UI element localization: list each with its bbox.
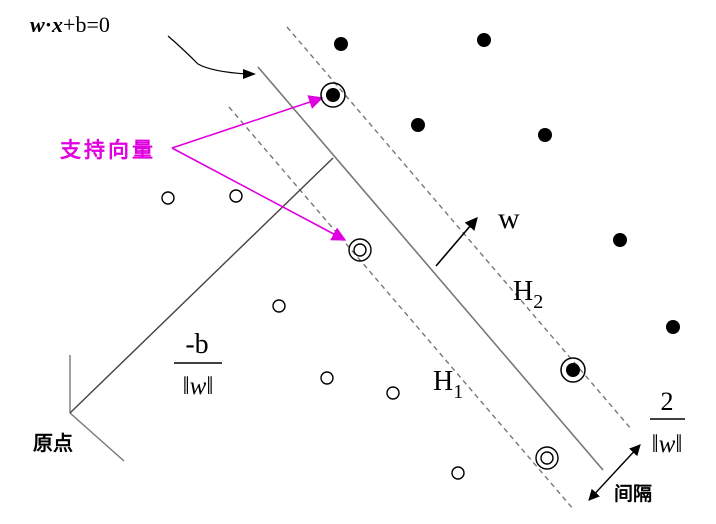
margin-numerator: 2 <box>661 387 674 416</box>
h1-label: H1 <box>433 366 463 403</box>
decision-hyperplane <box>257 66 604 471</box>
h2-sub: 2 <box>533 291 543 313</box>
hyperplane-dot: · <box>45 12 52 37</box>
h1-margin-line <box>228 106 575 511</box>
negative-point <box>386 386 400 400</box>
bias-numerator: -b <box>185 329 208 360</box>
positive-point <box>613 233 627 247</box>
support-vector-positive <box>560 357 586 383</box>
hyperplane-equation: w·x+b=0 <box>30 12 110 37</box>
negative-point <box>451 466 465 480</box>
support-vectors-label: 支持向量 <box>60 138 156 162</box>
w-vector-label: w <box>498 202 520 235</box>
origin-label: 原点 <box>33 431 73 455</box>
negative-point <box>272 299 286 313</box>
support-vector-positive <box>320 82 346 108</box>
bias-distance-fraction: -b ‖w‖ <box>174 329 222 400</box>
negative-point <box>161 191 175 205</box>
origin-axis-right <box>69 412 125 462</box>
hyperplane-pointer-head <box>243 69 256 79</box>
bias-distance-line <box>69 157 334 414</box>
h1-sub: 1 <box>453 381 463 403</box>
margin-label: 间隔 <box>614 483 652 505</box>
h2-label: H2 <box>513 276 543 313</box>
positive-point <box>666 320 680 334</box>
hyperplane-w: w <box>30 12 45 37</box>
support-vector-arrow-top <box>171 95 324 149</box>
hyperplane-x: x <box>51 12 63 37</box>
negative-point <box>229 189 243 203</box>
margin-double-arrow <box>588 444 641 501</box>
h2-main: H <box>513 276 533 307</box>
support-vector-negative <box>348 238 372 262</box>
w-normal-vector <box>435 217 478 267</box>
negative-point <box>320 371 334 385</box>
support-vector-arrow-bottom <box>171 147 347 241</box>
hyperplane-rest: +b=0 <box>63 12 110 37</box>
positive-point <box>477 33 491 47</box>
positive-point <box>538 128 552 142</box>
positive-point <box>334 37 348 51</box>
h1-main: H <box>433 366 453 397</box>
support-vector-negative <box>535 446 559 470</box>
h2-margin-line <box>286 26 633 431</box>
hyperplane-pointer <box>167 35 249 75</box>
margin-denominator: ‖w‖ <box>652 431 683 458</box>
bias-denominator: ‖w‖ <box>183 373 214 400</box>
positive-point <box>411 118 425 132</box>
margin-width-fraction: 2 ‖w‖ <box>650 387 685 458</box>
